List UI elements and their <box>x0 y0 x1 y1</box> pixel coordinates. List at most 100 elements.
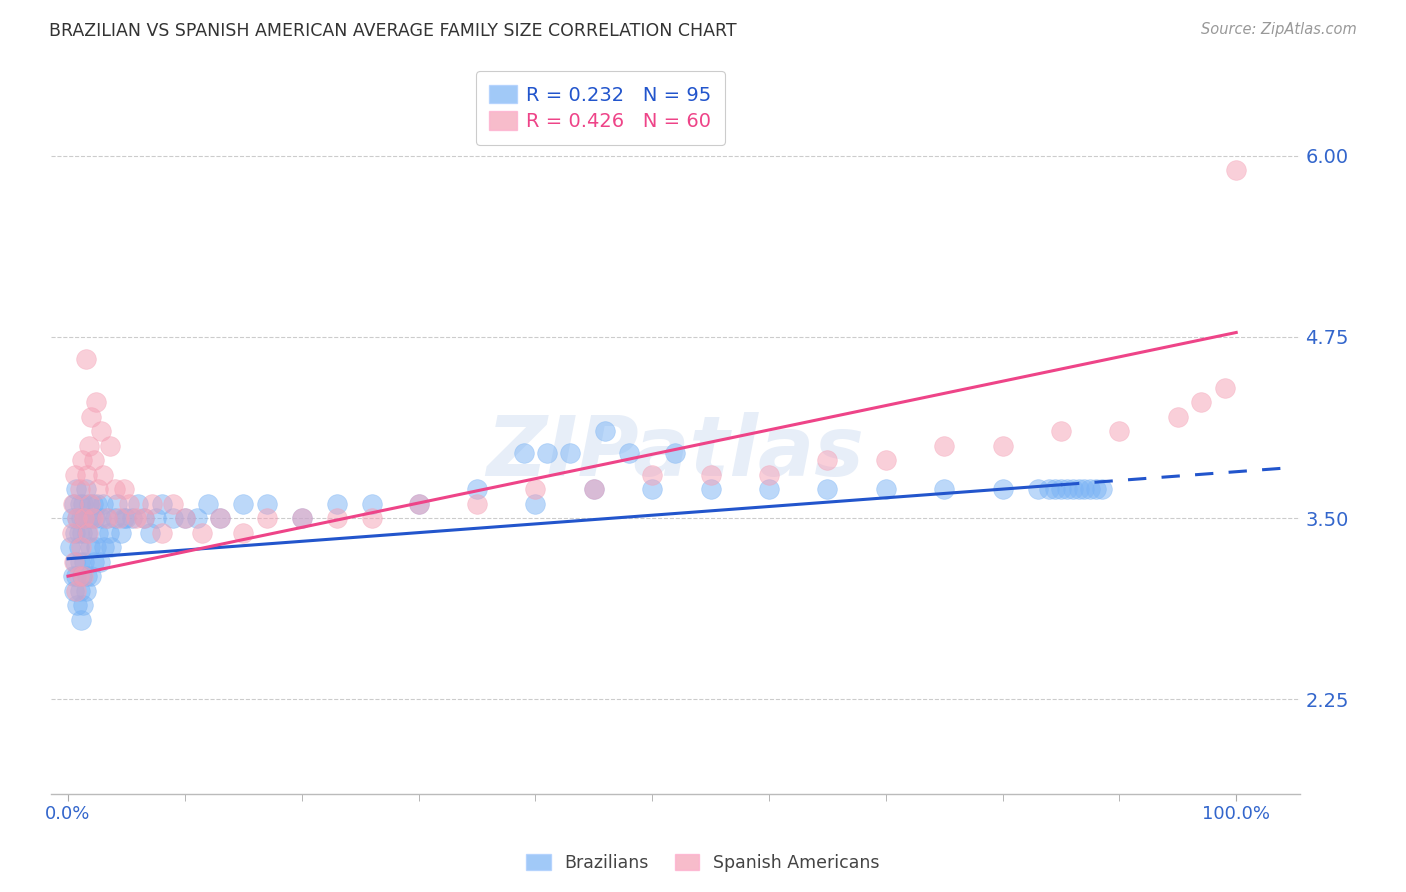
Point <box>1026 482 1049 496</box>
Point <box>815 482 838 496</box>
Point <box>62 497 84 511</box>
Point <box>758 482 780 496</box>
Point <box>59 540 82 554</box>
Point <box>70 525 93 540</box>
Point <box>1091 482 1114 496</box>
Point <box>118 497 141 511</box>
Point <box>96 511 118 525</box>
Point <box>60 511 83 525</box>
Point <box>67 525 90 540</box>
Point <box>595 424 617 438</box>
Point <box>63 583 86 598</box>
Point <box>1067 482 1090 496</box>
Point <box>291 511 314 525</box>
Point <box>1073 482 1095 496</box>
Point <box>991 439 1014 453</box>
Point <box>325 497 347 511</box>
Point <box>63 497 86 511</box>
Point <box>97 525 120 540</box>
Point <box>70 613 93 627</box>
Point <box>512 446 534 460</box>
Point <box>132 511 155 525</box>
Point <box>408 497 430 511</box>
Point <box>150 525 173 540</box>
Point <box>208 511 231 525</box>
Point <box>127 497 149 511</box>
Point <box>582 482 605 496</box>
Point <box>86 497 108 511</box>
Point <box>90 424 112 438</box>
Point <box>77 525 100 540</box>
Point <box>63 525 86 540</box>
Point <box>66 511 89 525</box>
Point <box>1213 381 1236 395</box>
Point <box>77 439 100 453</box>
Point <box>73 511 96 525</box>
Point <box>1225 163 1247 178</box>
Point <box>73 511 96 525</box>
Point <box>617 446 640 460</box>
Point <box>72 569 94 583</box>
Point <box>66 598 89 612</box>
Point <box>70 511 93 525</box>
Point <box>100 540 122 554</box>
Point <box>91 497 114 511</box>
Point <box>108 511 131 525</box>
Point <box>582 482 605 496</box>
Point <box>63 555 86 569</box>
Point <box>75 351 97 366</box>
Point <box>186 511 208 525</box>
Point <box>80 409 103 424</box>
Point <box>141 497 163 511</box>
Point <box>91 467 114 482</box>
Point <box>79 540 101 554</box>
Point <box>67 540 90 554</box>
Point <box>69 555 91 569</box>
Point <box>69 497 91 511</box>
Point <box>1050 424 1073 438</box>
Point <box>83 453 105 467</box>
Point <box>173 511 195 525</box>
Point <box>408 497 430 511</box>
Point <box>75 482 97 496</box>
Point <box>93 540 115 554</box>
Point <box>758 467 780 482</box>
Point <box>465 482 488 496</box>
Point <box>145 511 167 525</box>
Point <box>664 446 686 460</box>
Point <box>360 511 382 525</box>
Point <box>197 497 219 511</box>
Point <box>65 569 87 583</box>
Point <box>524 482 547 496</box>
Point <box>208 511 231 525</box>
Point <box>360 497 382 511</box>
Point <box>1167 409 1189 424</box>
Point <box>1056 482 1078 496</box>
Point <box>67 569 90 583</box>
Point <box>87 482 110 496</box>
Point <box>291 511 314 525</box>
Point <box>110 525 132 540</box>
Point <box>560 446 582 460</box>
Point <box>1043 482 1066 496</box>
Point <box>536 446 558 460</box>
Point <box>1108 424 1130 438</box>
Point <box>934 439 956 453</box>
Point <box>875 453 897 467</box>
Point <box>90 511 112 525</box>
Point <box>112 482 135 496</box>
Point <box>80 569 103 583</box>
Point <box>76 467 98 482</box>
Point <box>70 569 93 583</box>
Point <box>875 482 897 496</box>
Point <box>69 583 91 598</box>
Point <box>70 453 93 467</box>
Text: BRAZILIAN VS SPANISH AMERICAN AVERAGE FAMILY SIZE CORRELATION CHART: BRAZILIAN VS SPANISH AMERICAN AVERAGE FA… <box>49 22 737 40</box>
Point <box>162 497 184 511</box>
Point <box>115 511 138 525</box>
Text: ZIPatlas: ZIPatlas <box>486 412 865 493</box>
Point <box>641 467 664 482</box>
Point <box>82 511 104 525</box>
Text: Source: ZipAtlas.com: Source: ZipAtlas.com <box>1201 22 1357 37</box>
Point <box>77 497 100 511</box>
